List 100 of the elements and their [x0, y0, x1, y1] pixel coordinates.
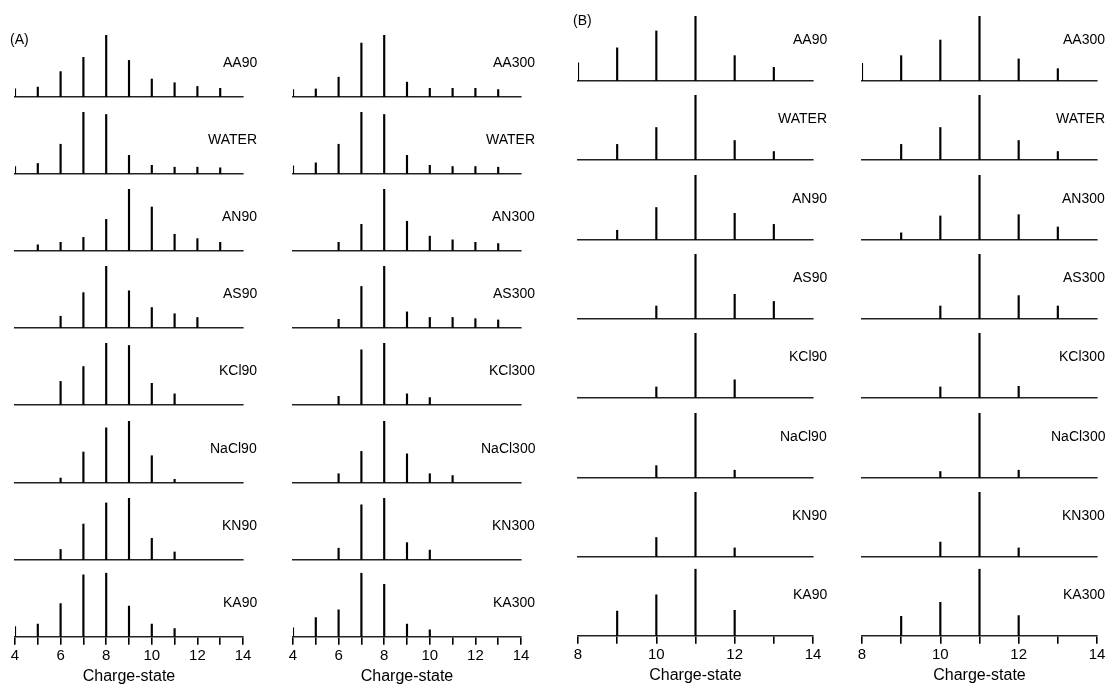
bar: [360, 572, 363, 637]
bar: [59, 603, 62, 637]
bar: [655, 30, 658, 81]
annotation: AN90: [792, 189, 828, 206]
bar: [360, 504, 363, 560]
bar: [127, 155, 131, 175]
annotation: KA300: [1063, 586, 1106, 603]
bar: [451, 474, 454, 483]
bar: [978, 569, 981, 637]
bar: [360, 224, 363, 252]
annotation: AN300: [1062, 189, 1105, 206]
bar: [474, 166, 477, 175]
bar: [105, 266, 108, 329]
bar: [150, 537, 153, 560]
annotation: AN90: [222, 208, 258, 225]
bar: [474, 87, 477, 97]
annotation: NaCl300: [481, 439, 536, 456]
bar: [1017, 140, 1020, 161]
annotation: AA300: [493, 54, 536, 70]
bar: [616, 47, 619, 81]
bar: [939, 215, 942, 240]
bar: [428, 397, 431, 406]
bar: [383, 189, 386, 252]
bar: [474, 318, 477, 329]
bar: [337, 319, 340, 329]
bar: [694, 95, 697, 161]
bar: [150, 307, 153, 329]
bar: [36, 163, 39, 175]
bar: [405, 155, 409, 175]
bar: [127, 290, 131, 329]
bar: [82, 292, 85, 329]
bar: [383, 497, 386, 560]
bar: [105, 343, 108, 406]
bar: [451, 87, 454, 97]
bar: [150, 206, 153, 252]
bar: [150, 383, 153, 406]
bar: [59, 548, 62, 560]
bar: [405, 221, 409, 252]
bar: [150, 165, 153, 175]
annotation: AS300: [1063, 268, 1106, 285]
bar: [474, 242, 477, 252]
bar: [150, 454, 153, 483]
bar: [337, 472, 340, 483]
bar: [59, 316, 62, 329]
bar: [428, 87, 431, 97]
bar: [1017, 615, 1020, 637]
bar: [655, 206, 658, 240]
annotation: NaCl90: [210, 439, 257, 456]
bar: [82, 574, 85, 637]
bar: [772, 67, 775, 81]
bar: [59, 144, 62, 175]
bar: [900, 144, 903, 161]
bar: [59, 477, 62, 483]
bar: [1017, 213, 1020, 240]
bar: [1056, 226, 1059, 240]
bar: [196, 86, 199, 97]
annotation: WATER: [208, 131, 257, 148]
x-tick-label: 8: [573, 645, 583, 663]
x-tick-label: 10: [931, 645, 949, 663]
annotation: AS90: [793, 268, 828, 285]
bar: [59, 71, 62, 97]
annotation: KCl90: [219, 362, 258, 379]
annotation: WATER: [778, 110, 827, 127]
bar: [337, 76, 340, 97]
bar: [939, 127, 942, 161]
annotation: KA300: [493, 593, 536, 610]
bar: [616, 229, 619, 240]
annotation: KN300: [1062, 506, 1105, 523]
x-tick-label: 8: [380, 645, 389, 663]
bar: [105, 572, 108, 637]
bar: [36, 244, 39, 252]
annotation: KCl300: [1059, 348, 1105, 365]
bar: [862, 63, 864, 81]
x-tick-label: 10: [421, 645, 439, 663]
annotation: KCl90: [789, 348, 828, 365]
bar: [59, 381, 62, 406]
x-tick-label: 14: [804, 645, 822, 663]
x-tick-label: 6: [334, 645, 343, 663]
bar: [15, 166, 17, 175]
bar: [694, 174, 697, 240]
annotation: AN300: [492, 208, 535, 225]
x-tick-label: 12: [1010, 645, 1028, 663]
annotation: (B): [573, 12, 592, 28]
bar: [337, 242, 340, 252]
bar: [772, 151, 775, 161]
bar: [15, 626, 17, 637]
x-axis-title: Charge-state: [82, 666, 176, 684]
bar: [127, 60, 131, 97]
bar: [1017, 58, 1020, 81]
bar: [383, 343, 386, 406]
bar: [694, 569, 697, 637]
bar: [105, 426, 108, 483]
x-tick-label: 10: [647, 645, 665, 663]
annotation: AA90: [223, 54, 258, 70]
bar: [978, 95, 981, 161]
annotation: KN90: [792, 506, 828, 523]
annotation: KA90: [223, 593, 258, 610]
bar: [105, 35, 108, 97]
x-axis-title: Charge-state: [933, 666, 1026, 684]
bar: [105, 502, 108, 560]
